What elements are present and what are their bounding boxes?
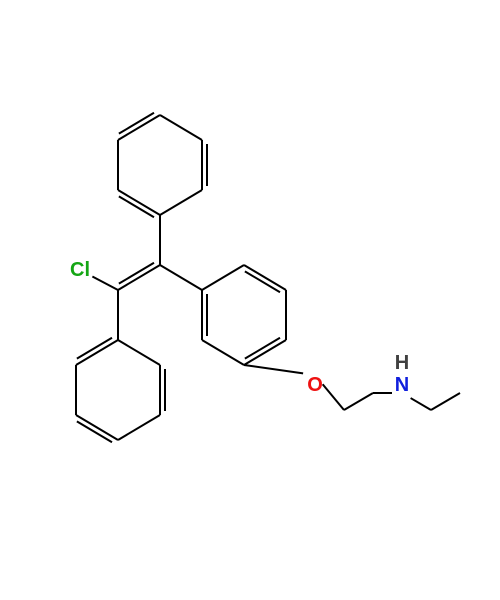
bond: [245, 271, 280, 292]
atom-h: H: [395, 352, 409, 374]
bond: [244, 265, 286, 290]
bond: [119, 263, 154, 284]
bond: [202, 340, 244, 365]
bond: [119, 196, 154, 217]
bond: [160, 190, 202, 215]
bond: [244, 340, 286, 365]
bond: [76, 415, 118, 440]
bond: [76, 340, 118, 365]
bond: [118, 340, 160, 365]
bond: [77, 338, 112, 359]
atom-cl: Cl: [70, 259, 90, 281]
bond: [118, 115, 160, 140]
bond: [344, 393, 373, 410]
bond: [411, 398, 431, 410]
bond: [118, 265, 160, 290]
bond: [118, 190, 160, 215]
atoms-layer: Cl O NH: [70, 259, 409, 396]
bond: [92, 277, 118, 290]
bond: [244, 365, 303, 373]
bond: [431, 393, 460, 410]
bond: [323, 384, 344, 410]
bond: [245, 338, 280, 359]
bond: [118, 415, 160, 440]
bond: [202, 265, 244, 290]
atom-o: O: [307, 374, 323, 396]
bond: [77, 421, 112, 442]
bond: [119, 113, 154, 134]
molecule-diagram: Cl O NH: [0, 0, 500, 600]
bond: [160, 115, 202, 140]
atom-n: N: [395, 374, 409, 396]
bond: [160, 265, 202, 290]
